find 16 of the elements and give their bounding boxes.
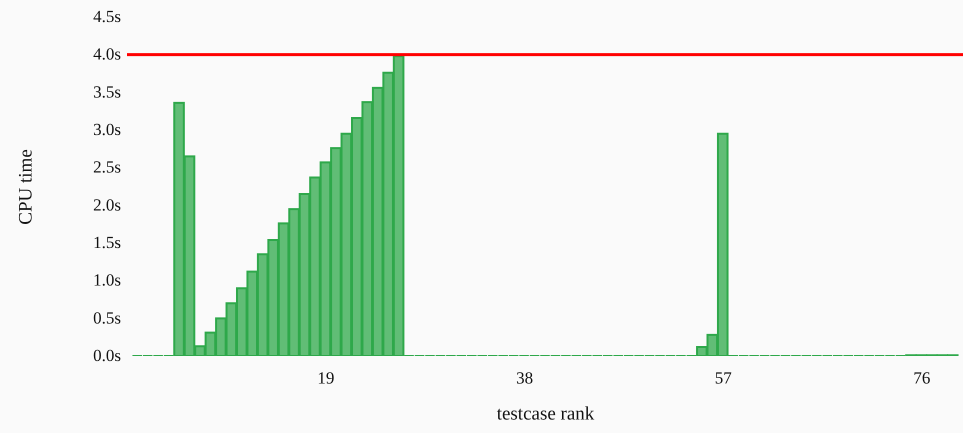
x-tick-label: 76 — [913, 368, 930, 388]
y-tick-label: 2.5s — [93, 158, 121, 177]
x-axis-title: testcase rank — [496, 404, 595, 424]
y-tick-label: 3.0s — [93, 120, 121, 139]
y-tick-label: 1.0s — [93, 270, 121, 290]
x-tick-label: 38 — [516, 368, 534, 388]
y-tick-label: 0.5s — [93, 308, 121, 328]
x-tick-label: 57 — [714, 368, 732, 388]
y-tick-label: 2.0s — [93, 195, 121, 214]
y-tick-label: 4.0s — [93, 44, 121, 64]
y-axis-title: CPU time — [16, 149, 36, 225]
x-tick-label: 19 — [317, 368, 334, 388]
y-tick-label: 3.5s — [93, 82, 121, 102]
y-tick-label: 4.5s — [93, 7, 121, 26]
y-tick-label: 0.0s — [93, 346, 121, 365]
y-tick-label: 1.5s — [93, 233, 121, 252]
